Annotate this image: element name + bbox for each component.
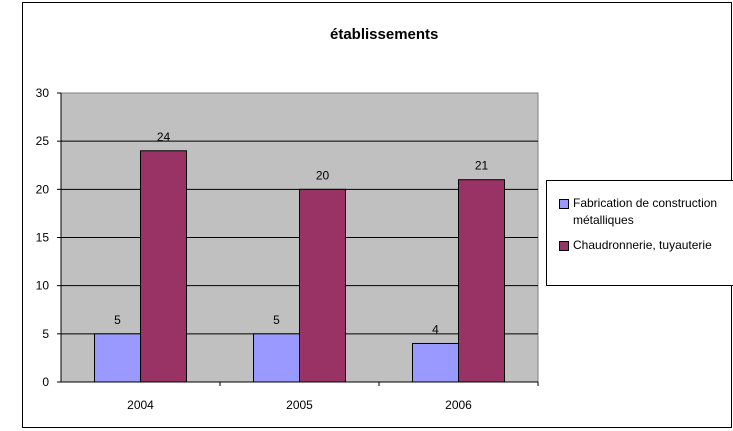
bar-1-2005 — [253, 333, 300, 383]
data-label-1-2006: 4 — [432, 322, 439, 336]
bar-2-2006 — [458, 179, 505, 383]
bar-1-2006 — [412, 342, 459, 383]
y-tick-label-20: 20 — [36, 182, 50, 196]
x-tick-label-2005: 2005 — [286, 398, 313, 412]
data-label-2-2004: 24 — [157, 130, 171, 144]
data-label-2-2006: 21 — [475, 159, 489, 173]
legend: Fabrication de construction métalliques … — [546, 180, 733, 286]
data-label-2-2005: 20 — [316, 168, 330, 182]
legend-label-series-1: Fabrication de construction métalliques — [573, 196, 718, 227]
bar-2-2005 — [299, 188, 346, 383]
x-tick-label-2004: 2004 — [127, 398, 154, 412]
x-tick-label-2006: 2006 — [445, 398, 472, 412]
legend-item-series-1: Fabrication de construction métalliques — [559, 195, 733, 229]
data-label-1-2004: 5 — [114, 313, 121, 327]
legend-label-series-2: Chaudronnerie, tuyauterie — [573, 238, 712, 252]
legend-swatch-series-2 — [559, 241, 569, 251]
legend-item-series-2: Chaudronnerie, tuyauterie — [559, 237, 733, 254]
bar-2-2004 — [140, 150, 187, 383]
y-tick-label-0: 0 — [42, 375, 49, 389]
bar-1-2004 — [94, 333, 141, 383]
y-tick-label-10: 10 — [36, 279, 50, 293]
y-tick-label-25: 25 — [36, 134, 50, 148]
y-tick-label-5: 5 — [42, 327, 49, 341]
chart-title: établissements — [330, 26, 439, 43]
data-label-1-2005: 5 — [273, 313, 280, 327]
legend-swatch-series-1 — [559, 199, 569, 209]
y-tick-label-30: 30 — [36, 86, 50, 100]
y-tick-label-15: 15 — [36, 231, 50, 245]
